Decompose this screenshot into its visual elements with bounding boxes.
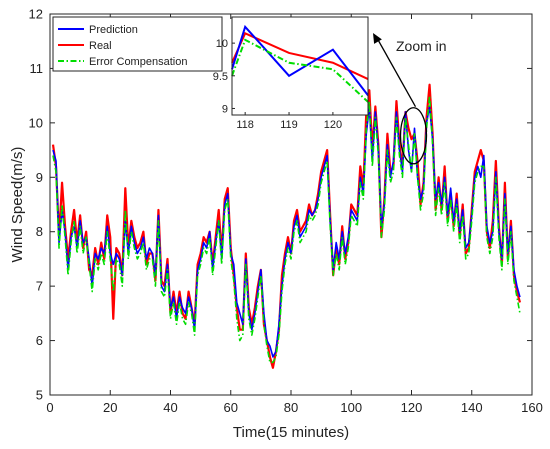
inset-y-ticks: 9 9.5 10 [213, 38, 235, 115]
legend-label-error-compensation: Error Compensation [89, 56, 187, 68]
inset-y-tick-label: 9.5 [213, 71, 228, 83]
main-plot-lines [51, 83, 522, 369]
zoom-arrowhead [373, 33, 382, 44]
legend-label-real: Real [89, 40, 112, 52]
y-tick-label: 12 [29, 7, 43, 22]
x-tick-label: 20 [103, 400, 117, 415]
y-tick-label: 9 [36, 170, 43, 185]
x-tick-label: 160 [521, 400, 543, 415]
x-tick-label: 60 [224, 400, 238, 415]
x-tick-label: 120 [401, 400, 423, 415]
x-tick-label: 100 [340, 400, 362, 415]
y-axis-ticks: 5 6 7 8 9 10 11 12 [29, 7, 532, 403]
x-axis-label: Time(15 minutes) [233, 424, 349, 441]
y-tick-label: 11 [30, 61, 44, 76]
inset-x-tick-label: 119 [280, 119, 298, 131]
series-line-prediction [52, 105, 521, 358]
zoom-ellipse [399, 107, 428, 165]
series-line-error-compensation [52, 94, 521, 364]
x-tick-label: 80 [284, 400, 298, 415]
y-tick-label: 7 [36, 279, 43, 294]
y-tick-label: 6 [36, 333, 43, 348]
inset-x-tick-label: 120 [324, 119, 342, 131]
y-tick-label: 5 [36, 388, 43, 403]
inset-background [232, 17, 368, 115]
inset-y-tick-label: 9 [222, 103, 228, 115]
zoom-arrow [376, 37, 417, 108]
y-tick-label: 10 [29, 115, 43, 130]
x-axis-ticks: 0 20 40 60 80 100 120 140 160 [46, 14, 543, 415]
inset-line-prediction [231, 24, 369, 97]
inset-frame [231, 16, 369, 116]
x-tick-label: 140 [461, 400, 483, 415]
zoom-annotation: Zoom in [373, 33, 447, 165]
inset-y-tick-label: 10 [216, 38, 228, 50]
inset-lines [231, 24, 369, 103]
y-tick-label: 8 [36, 224, 43, 239]
legend-label-prediction: Prediction [89, 24, 138, 36]
legend: Prediction Real Error Compensation [52, 16, 223, 72]
x-tick-label: 0 [46, 400, 53, 415]
x-tick-label: 40 [163, 400, 177, 415]
zoom-inset: 118 119 120 9 9.5 10 [213, 16, 369, 131]
zoom-in-label: Zoom in [396, 38, 447, 54]
inset-line-error-compensation [231, 38, 369, 103]
inset-x-tick-label: 118 [236, 119, 254, 131]
inset-x-ticks: 118 119 120 [236, 112, 342, 131]
y-axis-label: Wind Speed(m/s) [9, 147, 26, 263]
